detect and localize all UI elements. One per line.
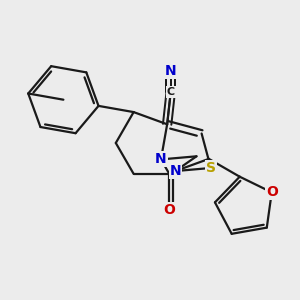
Text: N: N — [155, 152, 167, 167]
Text: N: N — [169, 164, 181, 178]
Text: S: S — [206, 161, 216, 175]
Text: C: C — [167, 87, 175, 97]
Text: N: N — [165, 64, 176, 78]
Text: O: O — [266, 185, 278, 199]
Text: O: O — [164, 202, 175, 217]
